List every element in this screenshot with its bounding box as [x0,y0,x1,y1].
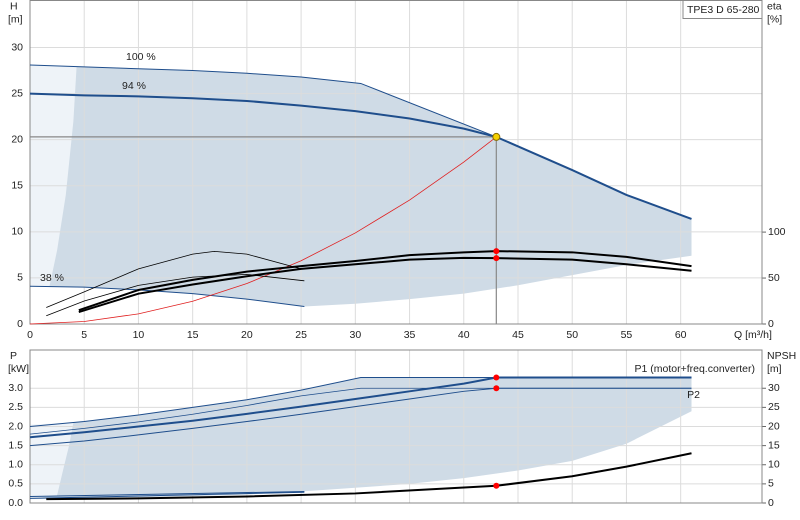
curve-label: P1 (motor+freq.converter) [634,363,755,375]
x-axis-label: Q [m³/h] [734,329,772,341]
curve [46,273,305,317]
y2-axis-unit: [m] [767,363,782,375]
light-range [30,65,77,287]
y2-axis-label: NPSH [767,350,796,362]
plot-frame [29,0,763,325]
y2-tick-label: 50 [768,272,780,284]
curve-label: 38 % [40,272,64,284]
y2-tick-label: 10 [768,459,780,471]
y2-tick-label: 5 [768,478,774,490]
curve [78,250,692,312]
marker [493,385,500,392]
y2-axis-unit: [%] [767,13,782,25]
x-tick-label: 20 [241,329,253,341]
x-tick-label: 30 [349,329,361,341]
marker [493,248,500,255]
y2-tick-label: 20 [768,420,780,432]
y2-tick-label: 0 [768,318,774,330]
x-tick-label: 25 [295,329,307,341]
x-tick-label: 5 [81,329,87,341]
x-tick-label: 50 [566,329,578,341]
curve [29,387,692,435]
curve [29,491,305,499]
operating-point [492,132,501,141]
y-axis-label: H [10,0,18,12]
x-tick-label: 0 [27,329,33,341]
marker [493,374,500,381]
y2-tick-label: 30 [768,382,780,394]
x-tick-label: 35 [404,329,416,341]
y-tick-label: 10 [11,226,23,238]
y-tick-label: 0 [17,318,23,330]
x-tick-label: 60 [675,329,687,341]
curve [29,285,305,307]
curve [29,92,692,220]
x-tick-label: 40 [458,329,470,341]
y2-tick-label: 25 [768,401,780,413]
curve [78,256,692,314]
x-tick-label: 55 [621,329,633,341]
curve [29,491,305,497]
marker [493,482,500,489]
y-tick-label: 2.0 [8,420,23,432]
y-tick-label: 15 [11,180,23,192]
curve-label: 94 % [122,80,146,92]
y-axis-unit: [kW] [8,363,29,375]
curve [29,64,497,138]
y-tick-label: 30 [11,41,23,53]
x-tick-label: 45 [512,329,524,341]
y2-tick-label: 100 [768,226,786,238]
y-tick-label: 1.0 [8,459,23,471]
curve [29,376,692,439]
marker [493,255,500,262]
y-tick-label: 5 [17,272,23,284]
y-tick-label: 2.5 [8,401,23,413]
x-tick-label: 15 [187,329,199,341]
operating-range [30,377,692,500]
y2-tick-label: 0 [768,497,774,509]
y-tick-label: 0.0 [8,497,23,509]
y2-axis-label: eta [767,0,782,12]
annotation-box [682,0,763,19]
y-tick-label: 0.5 [8,478,23,490]
light-range [30,422,74,500]
y-tick-label: 25 [11,87,23,99]
y-tick-label: 1.5 [8,439,23,451]
curve [29,387,692,447]
annotation: TPE3 D 65-280 [687,4,760,16]
x-tick-label: 10 [133,329,145,341]
y-axis-label: P [10,350,17,362]
curve [46,452,692,501]
curve [46,250,302,308]
y-axis-unit: [m] [8,13,23,25]
y2-tick-label: 15 [768,439,780,451]
y-tick-label: 20 [11,133,23,145]
curve-label: P2 [687,389,700,401]
y-tick-label: 3.0 [8,382,23,394]
curve [29,377,692,427]
curve-label: 100 % [126,51,156,63]
